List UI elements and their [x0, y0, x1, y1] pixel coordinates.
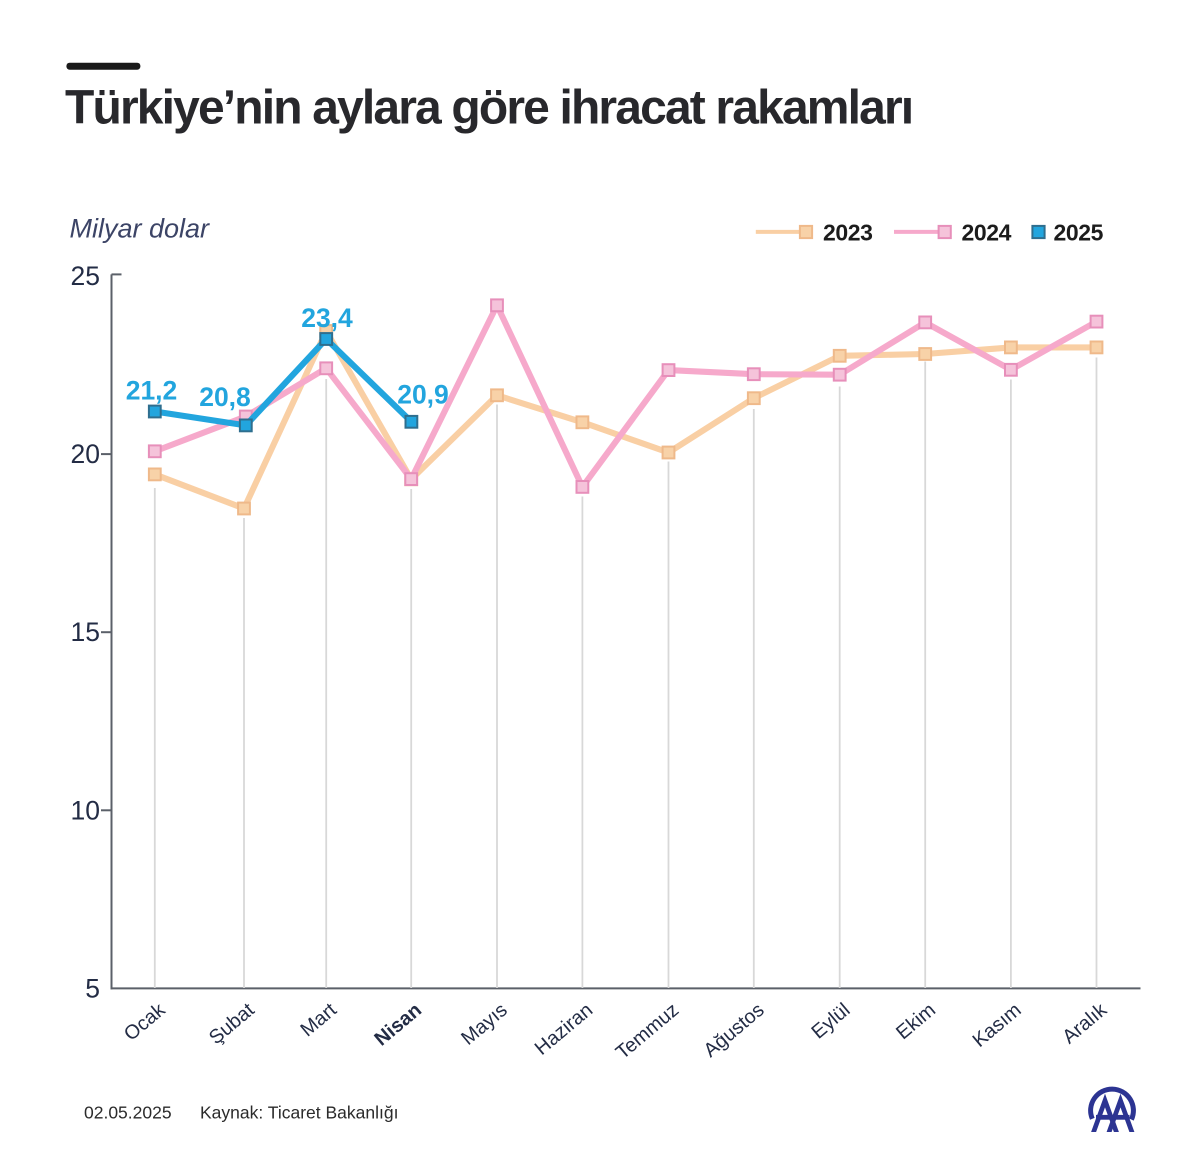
- svg-text:25: 25: [71, 261, 100, 291]
- svg-text:20,9: 20,9: [397, 380, 449, 410]
- svg-text:20: 20: [71, 439, 100, 469]
- svg-text:23,4: 23,4: [301, 303, 353, 333]
- svg-text:2025: 2025: [1054, 219, 1104, 245]
- svg-text:Kaynak: Ticaret Bakanlığı: Kaynak: Ticaret Bakanlığı: [200, 1103, 398, 1123]
- svg-text:10: 10: [71, 795, 100, 825]
- svg-text:2024: 2024: [962, 219, 1012, 245]
- svg-text:15: 15: [71, 617, 100, 647]
- svg-text:Türkiye’nin aylara göre ihraca: Türkiye’nin aylara göre ihracat rakamlar…: [65, 82, 912, 135]
- svg-text:02.05.2025: 02.05.2025: [84, 1103, 172, 1123]
- svg-text:5: 5: [85, 973, 100, 1003]
- svg-text:Milyar dolar: Milyar dolar: [70, 214, 211, 244]
- svg-text:2023: 2023: [823, 219, 873, 245]
- svg-text:21,2: 21,2: [126, 376, 178, 406]
- svg-text:20,8: 20,8: [199, 382, 251, 412]
